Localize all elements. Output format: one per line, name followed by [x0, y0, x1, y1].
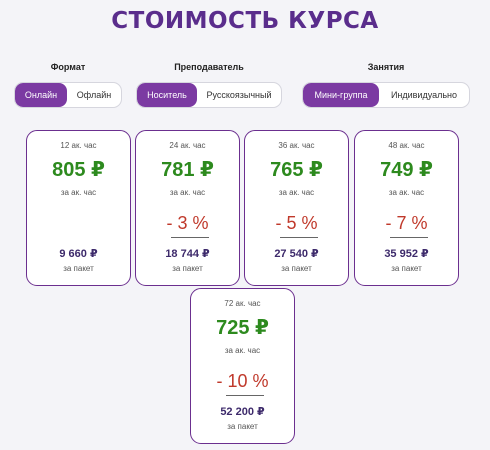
card-package-label: за пакет [391, 264, 422, 273]
lessons-option-minigroup[interactable]: Мини-группа [303, 83, 379, 107]
card-package-label: за пакет [281, 264, 312, 273]
card-hours: 24 ак. час [169, 141, 206, 150]
card-price: 749 ₽ [380, 159, 433, 181]
card-per-unit: за ак. час [278, 188, 315, 197]
format-option-online[interactable]: Онлайн [15, 83, 67, 107]
card-discount: - 5 % [275, 213, 318, 233]
card-package-label: за пакет [227, 422, 258, 431]
divider [226, 395, 264, 396]
card-hours: 48 ак. час [388, 141, 425, 150]
price-card-72[interactable]: 72 ак. час 725 ₽ за ак. час - 10 % 52 20… [190, 288, 295, 444]
card-price: 781 ₽ [161, 159, 214, 181]
page-title: СТОИМОСТЬ КУРСА [111, 8, 379, 34]
card-total: 52 200 ₽ [220, 406, 265, 418]
card-total: 27 540 ₽ [274, 248, 319, 260]
card-hours: 12 ак. час [60, 141, 97, 150]
card-per-unit: за ак. час [60, 188, 97, 197]
card-per-unit: за ак. час [169, 188, 206, 197]
card-discount: - 7 % [385, 213, 428, 233]
card-package-label: за пакет [172, 264, 203, 273]
divider [280, 237, 318, 238]
card-hours: 72 ак. час [224, 299, 261, 308]
card-price: 725 ₽ [216, 317, 269, 339]
card-price: 805 ₽ [52, 159, 105, 181]
card-total: 18 744 ₽ [165, 248, 210, 260]
card-discount: - 3 % [166, 213, 209, 233]
price-card-12[interactable]: 12 ак. час 805 ₽ за ак. час 9 660 ₽ за п… [26, 130, 131, 286]
lessons-option-individual[interactable]: Индивидуально [390, 90, 458, 100]
card-package-label: за пакет [63, 264, 94, 273]
card-discount: - 10 % [216, 371, 269, 391]
card-total: 35 952 ₽ [384, 248, 429, 260]
teacher-option-russian[interactable]: Русскоязычный [206, 90, 272, 100]
card-per-unit: за ак. час [388, 188, 425, 197]
teacher-option-native[interactable]: Носитель [137, 83, 197, 107]
price-card-36[interactable]: 36 ак. час 765 ₽ за ак. час - 5 % 27 540… [244, 130, 349, 286]
format-toggle: Онлайн Офлайн [14, 82, 122, 108]
teacher-label: Преподаватель [174, 62, 244, 72]
format-option-offline[interactable]: Офлайн [76, 90, 112, 100]
format-label: Формат [50, 62, 86, 72]
divider [171, 237, 209, 238]
divider [390, 237, 428, 238]
teacher-toggle: Носитель Русскоязычный [136, 82, 282, 108]
price-card-48[interactable]: 48 ак. час 749 ₽ за ак. час - 7 % 35 952… [354, 130, 459, 286]
card-total: 9 660 ₽ [59, 248, 98, 260]
card-price: 765 ₽ [270, 159, 323, 181]
lessons-label: Занятия [367, 62, 405, 72]
price-card-24[interactable]: 24 ак. час 781 ₽ за ак. час - 3 % 18 744… [135, 130, 240, 286]
card-hours: 36 ак. час [278, 141, 315, 150]
lessons-toggle: Мини-группа Индивидуально [302, 82, 470, 108]
card-per-unit: за ак. час [224, 346, 261, 355]
